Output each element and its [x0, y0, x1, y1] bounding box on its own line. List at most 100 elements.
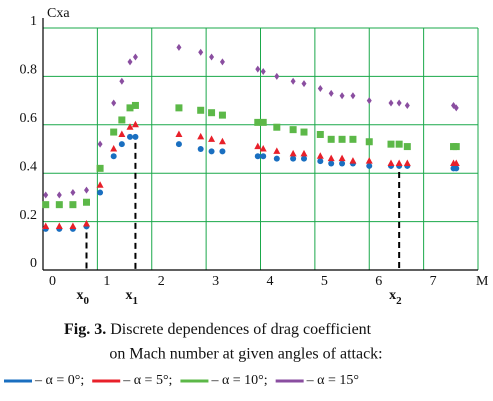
point: [175, 104, 183, 112]
point: [273, 155, 280, 162]
point: [42, 222, 50, 229]
point: [260, 153, 267, 160]
point: [42, 201, 50, 209]
annotation-label: x: [125, 288, 132, 303]
caption-line: Fig. 3. Discrete dependences of drag coe…: [64, 321, 372, 338]
y-tick-label: 0.6: [20, 111, 38, 126]
point: [126, 104, 134, 112]
point: [328, 89, 334, 97]
x-tick-label: 1: [103, 274, 110, 289]
point: [218, 137, 226, 145]
point: [69, 222, 77, 229]
point: [56, 191, 62, 199]
point: [118, 130, 126, 137]
point: [290, 155, 297, 162]
point: [55, 201, 63, 209]
point: [289, 149, 297, 157]
point: [197, 106, 205, 114]
point: [96, 181, 104, 188]
point: [366, 97, 372, 105]
point: [254, 153, 261, 160]
point: [70, 189, 76, 197]
point: [111, 99, 117, 107]
legend-label: – α = 0°;: [34, 373, 84, 388]
point: [273, 123, 281, 131]
point: [254, 142, 262, 150]
point: [328, 160, 335, 167]
point: [132, 53, 138, 61]
point: [69, 201, 77, 209]
point: [209, 53, 215, 61]
y-tick-label: 0.2: [20, 208, 38, 223]
point: [300, 128, 308, 136]
point: [208, 135, 216, 142]
point: [126, 123, 134, 130]
legend-label: – α = 10°;: [210, 373, 267, 388]
annotation-sub: 0: [84, 295, 90, 307]
point: [290, 77, 296, 85]
point: [403, 159, 411, 167]
point: [97, 140, 103, 148]
point: [254, 118, 262, 126]
point: [395, 140, 403, 148]
point: [127, 58, 133, 66]
caption-line: on Mach number at given angles of attack…: [109, 346, 382, 363]
point: [83, 198, 90, 206]
annotation: x0: [77, 288, 90, 306]
point: [317, 158, 324, 165]
x-tick-label: 3: [212, 274, 219, 289]
legend-label: – α = 15°: [306, 373, 359, 388]
point: [327, 135, 335, 143]
point: [219, 148, 226, 155]
point: [316, 152, 324, 159]
x-tick-label: 7: [430, 274, 437, 289]
annotation: x2: [389, 288, 402, 306]
point: [387, 159, 395, 167]
point: [96, 164, 104, 172]
point: [349, 135, 357, 143]
point: [338, 154, 346, 162]
point: [197, 146, 204, 152]
y-tick-label: 0.4: [20, 159, 38, 174]
point: [131, 101, 139, 109]
point: [218, 111, 226, 119]
annotation-label: x: [77, 288, 84, 303]
point: [289, 126, 297, 134]
point: [110, 128, 118, 136]
point: [301, 155, 307, 162]
point: [396, 99, 402, 107]
point: [119, 77, 125, 85]
point: [55, 222, 63, 229]
caption-label: Fig. 3.: [64, 321, 106, 338]
legend-label: – α = 5°;: [122, 373, 172, 388]
point: [110, 153, 117, 160]
point: [132, 133, 139, 140]
point: [327, 154, 335, 162]
point: [208, 109, 216, 117]
x-tick-label: 2: [158, 274, 165, 289]
point: [198, 48, 204, 56]
point: [452, 143, 460, 151]
point: [259, 145, 267, 152]
point: [387, 140, 395, 148]
x-tick-label: 4: [267, 274, 274, 289]
point: [127, 133, 133, 140]
point: [339, 92, 345, 100]
point: [300, 149, 308, 157]
point: [43, 191, 49, 199]
point: [365, 157, 373, 164]
x-tick-label: 5: [321, 274, 328, 289]
point: [176, 43, 182, 51]
point: [97, 189, 104, 196]
point: [260, 68, 266, 76]
point: [452, 159, 460, 167]
point: [365, 138, 373, 146]
x-tick-label: 0: [49, 274, 56, 289]
point: [350, 92, 356, 100]
point: [118, 141, 125, 148]
point: [259, 118, 267, 126]
point: [110, 145, 118, 152]
point: [366, 162, 373, 169]
